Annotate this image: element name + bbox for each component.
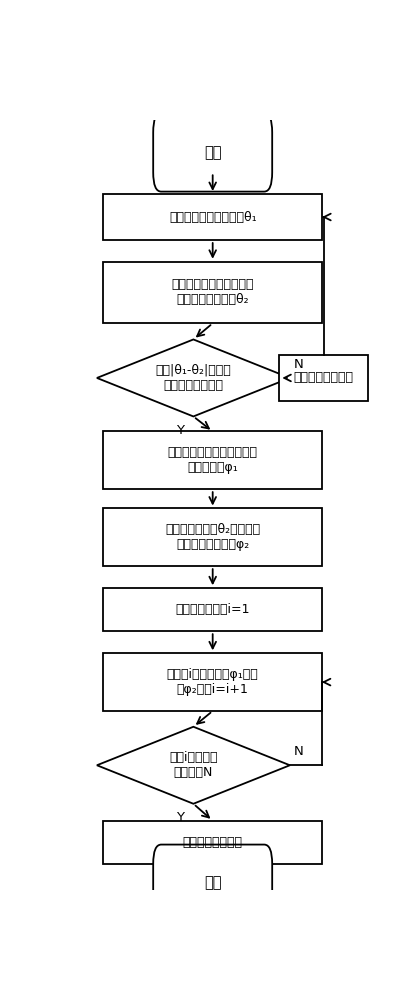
Polygon shape [97,339,290,416]
Bar [103,588,322,631]
Bar [103,508,322,566]
Bar [279,355,368,401]
Bar [103,262,322,323]
Text: 完成波束指向切换: 完成波束指向切换 [183,836,243,849]
Text: 开始: 开始 [204,145,222,160]
Text: 判断i是否大于
电极总数N: 判断i是否大于 电极总数N [169,751,217,779]
Text: 获取当前波束指向角度θ₁: 获取当前波束指向角度θ₁ [169,211,256,224]
Text: N: N [294,358,304,371]
Text: Y: Y [176,811,185,824]
Text: Y: Y [176,424,185,437]
Text: 将电极i的相移量由φ₁调整
为φ₂，令i=i+1: 将电极i的相移量由φ₁调整 为φ₂，令i=i+1 [167,668,259,696]
Bar [103,431,322,489]
Text: 获取超前对准模块反馈的
目的天线指向角度θ₂: 获取超前对准模块反馈的 目的天线指向角度θ₂ [171,278,254,306]
Text: 结束: 结束 [204,875,222,890]
Text: 计算指向角度为θ₂时天线中
每个电极的相移量φ₂: 计算指向角度为θ₂时天线中 每个电极的相移量φ₂ [165,523,260,551]
Text: N: N [294,745,304,758]
Text: 等待一个时间间隔: 等待一个时间间隔 [294,371,354,384]
FancyBboxPatch shape [153,845,272,920]
Text: 计算当前天线中每个电极的
初始相移量φ₁: 计算当前天线中每个电极的 初始相移量φ₁ [168,446,258,474]
Bar [103,194,322,240]
Polygon shape [97,727,290,804]
Bar [103,653,322,711]
FancyBboxPatch shape [153,113,272,192]
Text: 计算|θ₁-θ₂|，判断
是否超过切换阑值: 计算|θ₁-θ₂|，判断 是否超过切换阑值 [156,364,231,392]
Bar [103,821,322,864]
Text: 设置电极索引值i=1: 设置电极索引值i=1 [176,603,250,616]
